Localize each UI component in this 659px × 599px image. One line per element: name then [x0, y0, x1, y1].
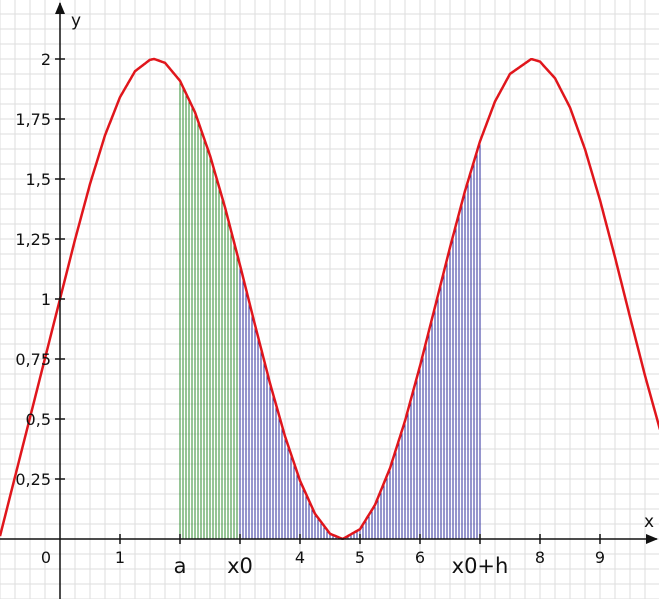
x-marker-label: a [174, 554, 187, 578]
x-tick-label: 1 [115, 548, 125, 567]
y-axis-arrow [55, 2, 65, 14]
x-tick-label: 0 [41, 548, 51, 567]
x-axis-title: x [644, 512, 654, 532]
y-tick-label: 0,25 [15, 470, 51, 489]
y-tick-label: 1,5 [26, 170, 51, 189]
x-tick-label: 8 [535, 548, 545, 567]
x-marker-label: x0 [227, 554, 253, 578]
y-tick-label: 0,75 [15, 350, 51, 369]
y-axis-title: y [71, 11, 81, 31]
x-marker-label: x0+h [452, 554, 509, 578]
y-tick-label: 1,75 [15, 110, 51, 129]
labels: x y 0 1 4 5 6 8 9 a x0 x0+h 0,25 0,5 0,75 1 1,25 1,5 1,75 2 [15, 11, 654, 578]
x-tick-label: 4 [295, 548, 305, 567]
y-tick-label: 0,5 [26, 410, 51, 429]
x-tick-label: 5 [355, 548, 365, 567]
y-tick-label: 2 [41, 50, 51, 69]
y-tick-label: 1 [41, 290, 51, 309]
shaded-areas [179, 80, 481, 539]
function-curve [0, 57, 659, 541]
y-tick-label: 1,25 [15, 230, 51, 249]
curve-layer [0, 57, 659, 541]
x-tick-label: 9 [595, 548, 605, 567]
x-axis-arrow [646, 534, 658, 544]
x-tick-label: 6 [415, 548, 425, 567]
